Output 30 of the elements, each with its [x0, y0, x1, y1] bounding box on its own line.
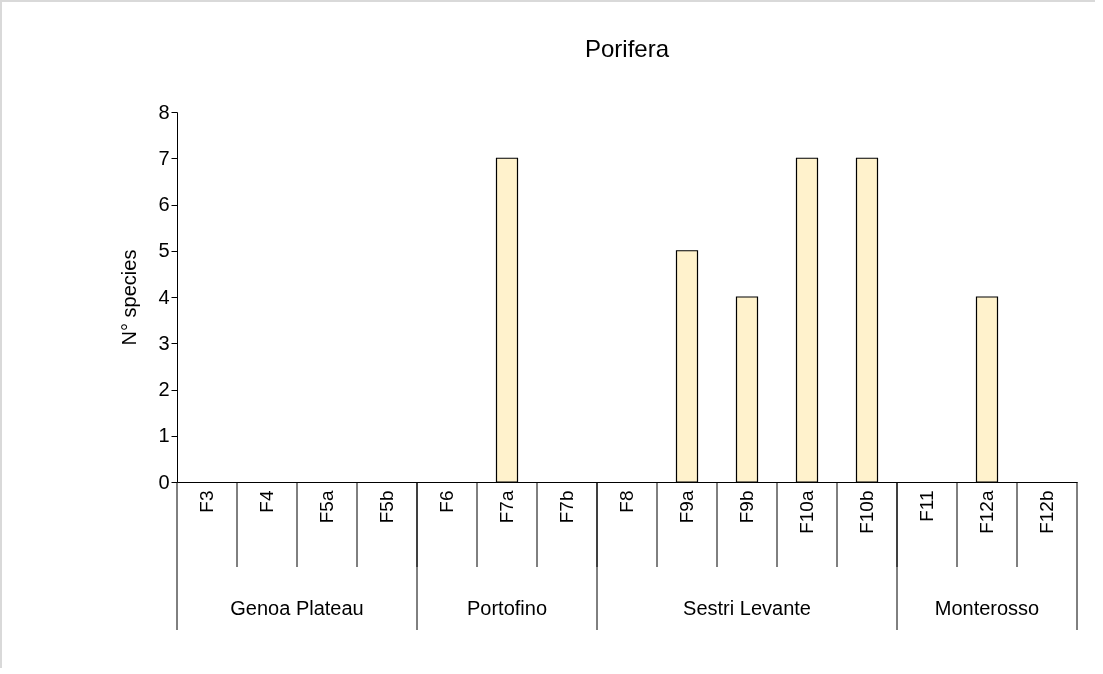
x-tick-label: F11 — [916, 490, 937, 522]
text: Sestri Levante — [683, 597, 811, 619]
text: Monterosso — [934, 597, 1040, 619]
x-tick-label: F7b — [556, 490, 577, 524]
y-tick-label: 6 — [158, 193, 170, 215]
y-tick-label: 0 — [158, 470, 170, 493]
y-tick-label: 4 — [158, 285, 170, 308]
y-tick-label: 8 — [158, 100, 170, 123]
text: Genoa Plateau — [230, 597, 364, 619]
y-tick-label: 2 — [158, 378, 170, 400]
x-tick-label: F12a — [976, 490, 997, 534]
x-tick-label: F9a — [676, 490, 697, 524]
x-tick-label: F4 — [256, 490, 277, 513]
x-tick-label: F10a — [796, 490, 817, 534]
chart-title: Porifera — [584, 35, 670, 62]
y-tick-label: 5 — [158, 239, 170, 262]
x-tick-label: F5b — [376, 490, 397, 524]
x-tick-label: F5a — [316, 490, 337, 524]
y-tick-label: 7 — [158, 146, 170, 169]
y-axis-title: N° species — [118, 249, 141, 346]
x-tick-label: F10b — [856, 490, 877, 534]
x-tick-label: F7a — [496, 490, 517, 524]
x-tick-label: F12b — [1036, 490, 1057, 534]
y-tick-label: 3 — [158, 331, 170, 354]
text: Portofino — [466, 597, 548, 619]
x-tick-label: F9b — [736, 490, 757, 524]
x-tick-label: F8 — [616, 490, 637, 513]
x-tick-label: F3 — [196, 490, 217, 513]
y-tick-label: 1 — [158, 424, 170, 447]
x-tick-label: F6 — [436, 490, 457, 513]
